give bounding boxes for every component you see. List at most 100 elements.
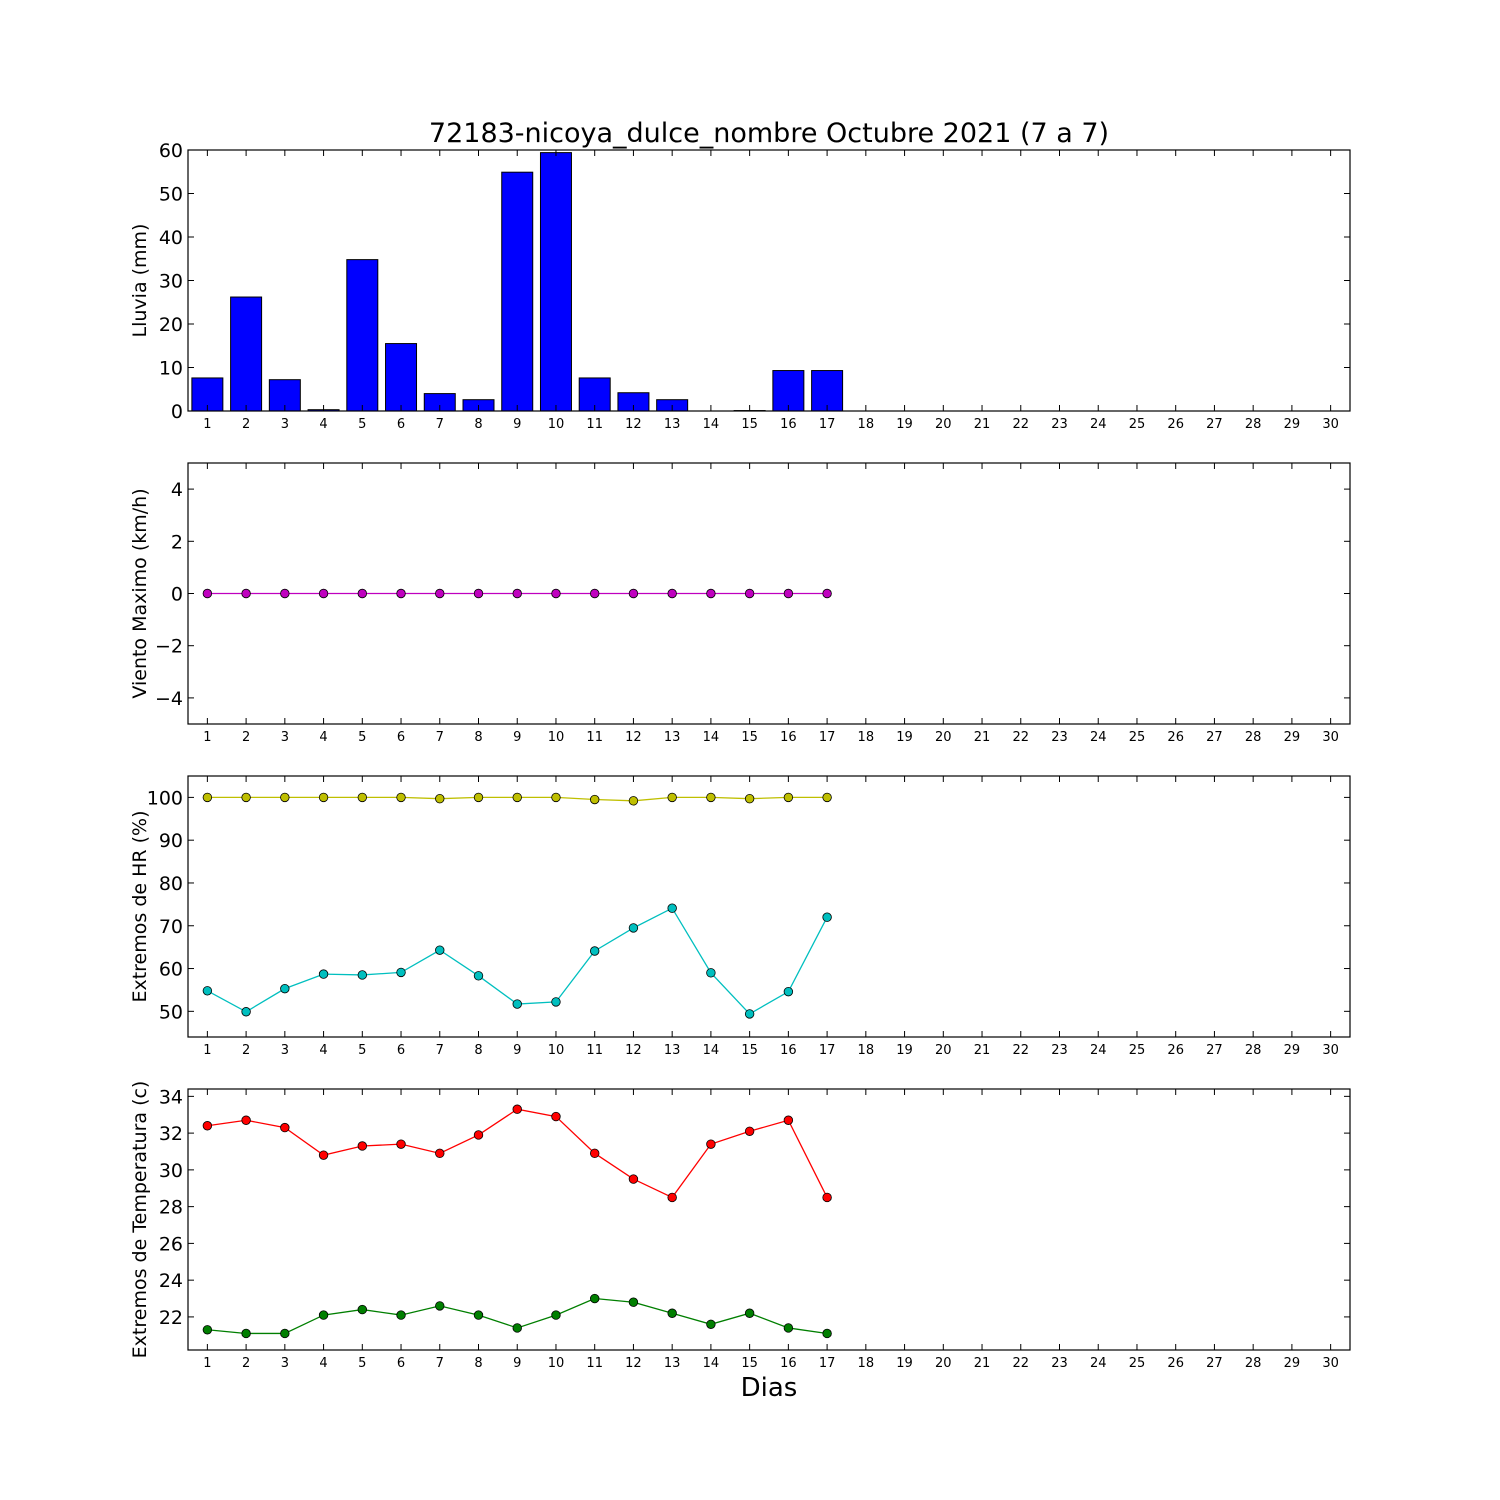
xtick-label-22: 22 bbox=[1012, 1356, 1029, 1371]
xtick-label-14: 14 bbox=[703, 1356, 720, 1371]
xtick-label-30: 30 bbox=[1322, 417, 1339, 432]
ytick-label-10: 10 bbox=[159, 358, 183, 380]
xtick-label-1: 1 bbox=[203, 417, 211, 432]
bar-day-2 bbox=[230, 296, 263, 412]
xtick-label-28: 28 bbox=[1245, 1356, 1262, 1371]
series-2-point-day-1 bbox=[202, 986, 213, 996]
xtick-label-27: 27 bbox=[1206, 1043, 1223, 1058]
ytick-label-30: 30 bbox=[159, 1160, 183, 1182]
panel-2-y-axis-label: Viento Maximo (km/h) bbox=[129, 488, 151, 698]
xtick-label-30: 30 bbox=[1322, 1043, 1339, 1058]
xtick-label-8: 8 bbox=[474, 1356, 482, 1371]
xtick-label-29: 29 bbox=[1284, 1043, 1301, 1058]
series-1-point-day-6 bbox=[396, 588, 406, 599]
xtick-label-23: 23 bbox=[1051, 730, 1068, 745]
series-1-point-day-2 bbox=[241, 792, 251, 803]
xtick-label-30: 30 bbox=[1322, 730, 1339, 745]
series-2-point-day-11 bbox=[590, 1293, 600, 1304]
xtick-label-12: 12 bbox=[625, 1356, 642, 1371]
series-1-point-day-10 bbox=[551, 588, 561, 599]
xtick-label-13: 13 bbox=[664, 417, 681, 432]
series-1-point-day-12 bbox=[628, 588, 639, 599]
panel-3-y-axis-label: Extremos de HR (%) bbox=[129, 810, 151, 1002]
x-axis-label: Dias bbox=[741, 1373, 798, 1403]
series-1-point-day-6 bbox=[396, 792, 406, 803]
bar-day-6 bbox=[385, 343, 418, 412]
xtick-label-17: 17 bbox=[819, 417, 836, 432]
series-2-point-day-13 bbox=[667, 903, 677, 913]
series-1-point-day-5 bbox=[357, 1141, 368, 1151]
series-2-point-day-2 bbox=[241, 1007, 251, 1017]
xtick-label-8: 8 bbox=[474, 730, 482, 745]
series-1-point-day-2 bbox=[241, 1115, 251, 1125]
xtick-label-21: 21 bbox=[974, 1356, 991, 1371]
xtick-label-20: 20 bbox=[935, 1043, 952, 1058]
series-1-point-day-2 bbox=[241, 588, 251, 599]
xtick-label-10: 10 bbox=[548, 417, 565, 432]
xtick-label-11: 11 bbox=[586, 1043, 603, 1058]
series-1-point-day-9 bbox=[512, 588, 522, 599]
xtick-label-25: 25 bbox=[1129, 1356, 1146, 1371]
xtick-label-21: 21 bbox=[974, 730, 991, 745]
xtick-label-29: 29 bbox=[1284, 730, 1301, 745]
xtick-label-25: 25 bbox=[1129, 730, 1146, 745]
bar-day-17 bbox=[811, 370, 844, 412]
series-2-point-day-16 bbox=[783, 1323, 794, 1333]
series-1-point-day-12 bbox=[628, 1174, 639, 1184]
series-1-point-day-15 bbox=[744, 588, 755, 599]
series-1-point-day-12 bbox=[628, 796, 639, 806]
xtick-label-3: 3 bbox=[281, 417, 289, 432]
series-1-point-day-17 bbox=[822, 792, 832, 803]
bar-day-9 bbox=[501, 171, 534, 412]
xtick-label-20: 20 bbox=[935, 417, 952, 432]
xtick-label-6: 6 bbox=[397, 417, 405, 432]
xtick-label-16: 16 bbox=[780, 1356, 797, 1371]
series-1-point-day-10 bbox=[551, 1111, 561, 1122]
xtick-label-9: 9 bbox=[513, 417, 521, 432]
xtick-label-15: 15 bbox=[741, 730, 758, 745]
xtick-label-13: 13 bbox=[664, 1356, 681, 1371]
bar-day-16 bbox=[772, 370, 805, 412]
xtick-label-7: 7 bbox=[436, 730, 444, 745]
series-2-point-day-4 bbox=[318, 969, 329, 979]
ytick-label-34: 34 bbox=[159, 1086, 183, 1108]
series-1-point-day-4 bbox=[318, 792, 329, 803]
xtick-label-13: 13 bbox=[664, 1043, 681, 1058]
series-1-point-day-15 bbox=[744, 1126, 755, 1136]
xtick-label-15: 15 bbox=[741, 417, 758, 432]
xtick-label-29: 29 bbox=[1284, 417, 1301, 432]
xtick-label-19: 19 bbox=[896, 730, 913, 745]
series-1-point-day-8 bbox=[473, 588, 484, 599]
xtick-label-11: 11 bbox=[586, 417, 603, 432]
xtick-label-20: 20 bbox=[935, 730, 952, 745]
xtick-label-12: 12 bbox=[625, 1043, 642, 1058]
panel-4-y-axis-label: Extremos de Temperatura (c) bbox=[129, 1081, 151, 1359]
bar-day-10 bbox=[539, 152, 572, 412]
ytick-label-0: 0 bbox=[171, 401, 183, 423]
series-1-point-day-14 bbox=[706, 792, 716, 803]
xtick-label-3: 3 bbox=[281, 730, 289, 745]
xtick-label-25: 25 bbox=[1129, 417, 1146, 432]
xtick-label-12: 12 bbox=[625, 417, 642, 432]
ytick-label-22: 22 bbox=[159, 1307, 183, 1329]
series-1-point-day-7 bbox=[435, 793, 445, 804]
bar-day-5 bbox=[346, 259, 379, 412]
series-2-point-day-5 bbox=[357, 970, 368, 980]
ytick-label-32: 32 bbox=[159, 1123, 183, 1145]
xtick-label-17: 17 bbox=[819, 730, 836, 745]
series-1-point-day-17 bbox=[822, 588, 832, 599]
xtick-label-18: 18 bbox=[858, 1043, 875, 1058]
xtick-label-10: 10 bbox=[548, 1043, 565, 1058]
xtick-label-1: 1 bbox=[203, 730, 211, 745]
xtick-label-2: 2 bbox=[242, 1043, 250, 1058]
xtick-label-17: 17 bbox=[819, 1356, 836, 1371]
panel-3-frame bbox=[187, 775, 1351, 1038]
series-2-point-day-9 bbox=[512, 999, 522, 1009]
series-2-point-day-8 bbox=[473, 1310, 484, 1320]
xtick-label-6: 6 bbox=[397, 730, 405, 745]
xtick-label-21: 21 bbox=[974, 417, 991, 432]
